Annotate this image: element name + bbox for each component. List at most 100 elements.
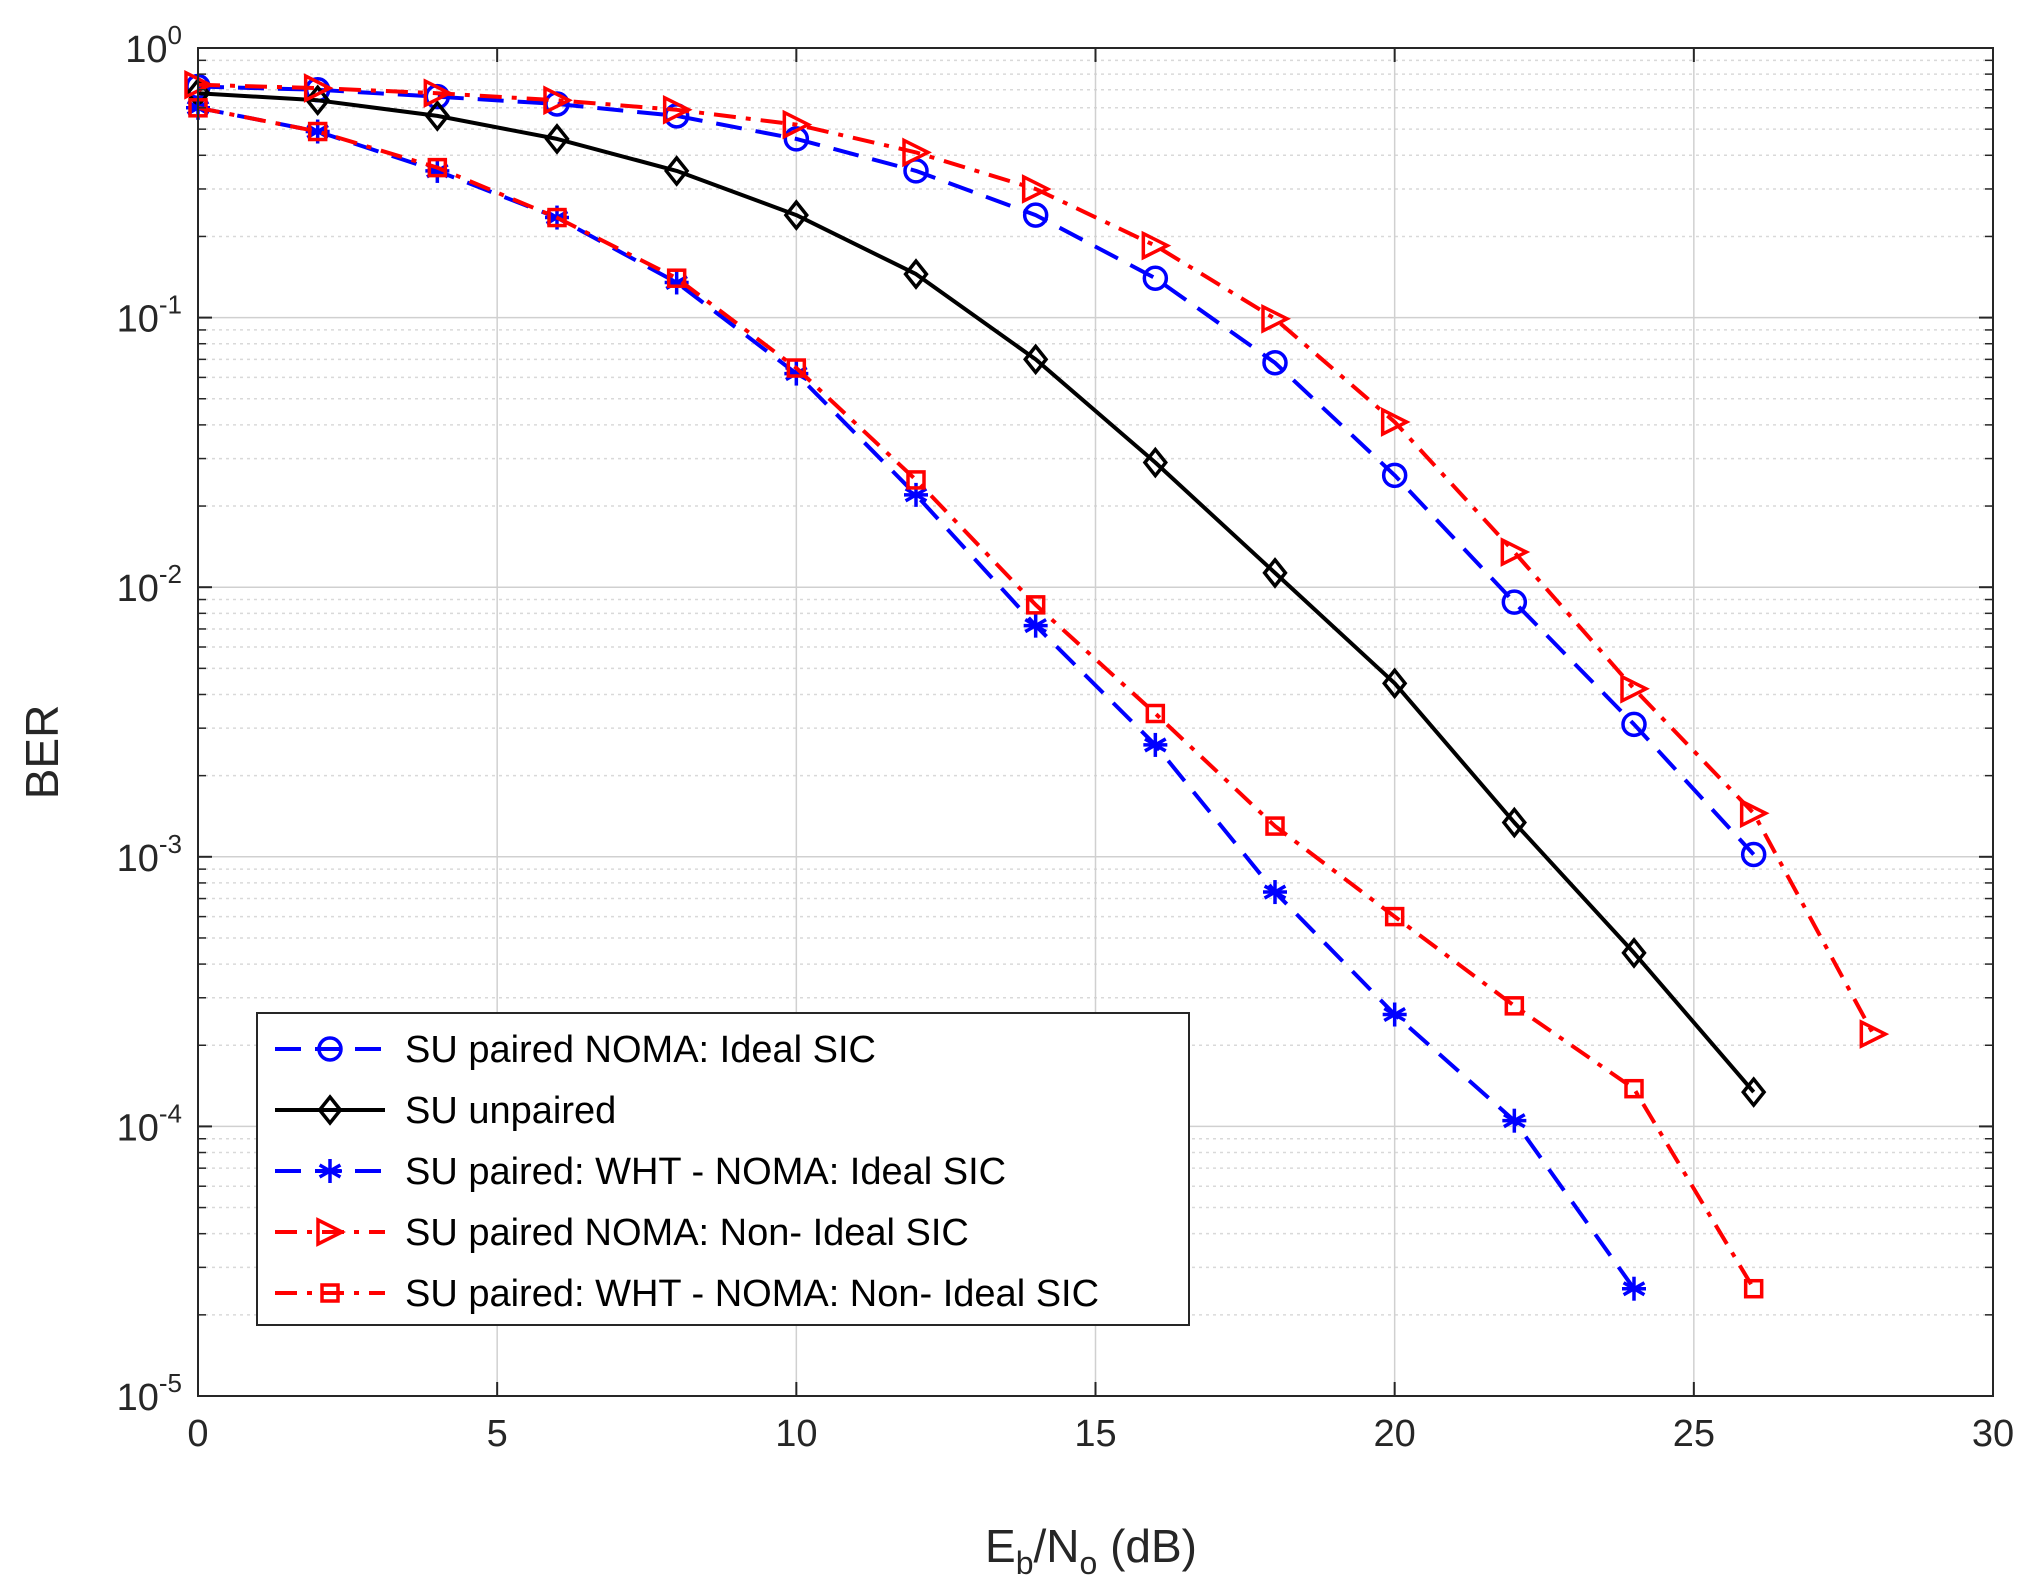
legend-label: SU paired: WHT - NOMA: Ideal SIC (405, 1151, 1006, 1193)
data-point (307, 121, 328, 142)
legend-label: SU paired NOMA: Non- Ideal SIC (405, 1212, 969, 1254)
y-tick-base: 10 (125, 29, 167, 71)
data-point (783, 199, 809, 231)
data-point (783, 126, 810, 152)
data-point (1624, 1078, 1644, 1099)
data-point (1504, 996, 1525, 1016)
series-line (197, 82, 1876, 1036)
y-tick-label: 10-2 (117, 559, 182, 610)
data-point (1502, 1108, 1527, 1133)
x-label-base: E (985, 1520, 1016, 1572)
data-point (1740, 841, 1767, 868)
data-point (1141, 230, 1172, 261)
y-tick-base: 10 (117, 838, 159, 880)
data-point (1500, 537, 1531, 567)
x-label-tail: (dB) (1097, 1520, 1197, 1572)
data-point (1743, 1278, 1764, 1299)
data-point (1501, 589, 1528, 615)
legend-marker (318, 1159, 342, 1183)
data-point (547, 207, 567, 228)
data-point (902, 137, 932, 168)
legend-entry: SU unpaired (275, 1090, 616, 1132)
data-point (1023, 343, 1049, 376)
y-tick-label: 100 (125, 20, 182, 71)
data-point (1622, 1276, 1646, 1301)
legend-marker (320, 1283, 340, 1303)
data-point (1025, 595, 1046, 615)
data-point (782, 109, 813, 140)
data-point (1382, 1002, 1407, 1027)
y-tick-label: 10-1 (117, 290, 182, 341)
tick-marks (197, 47, 1994, 1397)
y-tick-base: 10 (117, 1107, 159, 1149)
x-tick-label: 25 (1673, 1413, 1715, 1455)
data-point (1142, 446, 1168, 479)
data-point (666, 268, 687, 288)
data-point (424, 100, 450, 132)
data-point (1501, 806, 1527, 839)
y-axis-label: BER (16, 705, 68, 800)
data-point (1023, 613, 1048, 638)
x-label-sub2: o (1080, 1545, 1098, 1581)
x-label-mid: /N (1034, 1520, 1080, 1572)
data-point (427, 157, 448, 178)
legend-marker (317, 1036, 343, 1062)
data-point (786, 358, 807, 378)
y-tick-exponent: -2 (159, 559, 182, 589)
data-point (1262, 350, 1288, 376)
legend-label: SU paired NOMA: Ideal SIC (405, 1029, 876, 1071)
legend: SU paired NOMA: Ideal SIC SU unpaired SU p… (256, 1012, 1190, 1326)
y-tick-label: 10-5 (117, 1368, 182, 1419)
data-point (1741, 1076, 1767, 1108)
legend-entry: SU paired: WHT - NOMA: Non- Ideal SIC (275, 1273, 1099, 1315)
data-point (1262, 557, 1288, 589)
data-point (544, 123, 570, 155)
series-layer (184, 70, 1890, 1301)
legend-entry: SU paired NOMA: Ideal SIC (275, 1029, 876, 1071)
series-5 (188, 98, 1764, 1299)
x-label-sub1: b (1016, 1545, 1034, 1581)
x-tick-labels: 0 5 10 15 20 25 30 (187, 1413, 2014, 1455)
y-tick-base: 10 (117, 1377, 159, 1419)
y-tick-exponent: 0 (168, 20, 182, 50)
data-point (1263, 880, 1287, 905)
data-point (903, 258, 929, 290)
legend-marker (317, 1094, 343, 1126)
legend-entry: SU paired: WHT - NOMA: Ideal SIC (275, 1151, 1006, 1193)
data-point (662, 94, 693, 125)
data-point (664, 155, 690, 187)
data-point (1859, 1019, 1890, 1049)
series-line (197, 105, 1756, 1290)
x-tick-label: 5 (487, 1413, 508, 1455)
x-tick-label: 20 (1374, 1413, 1416, 1455)
data-point (303, 73, 334, 103)
y-tick-label: 10-4 (117, 1098, 182, 1149)
data-point (1142, 265, 1169, 291)
y-tick-exponent: -1 (159, 290, 182, 320)
y-tick-base: 10 (117, 299, 159, 341)
legend-marker (316, 1217, 346, 1247)
legend-entry: SU paired NOMA: Non- Ideal SIC (275, 1212, 969, 1254)
data-point (904, 482, 928, 507)
series-line (197, 91, 1756, 1094)
data-point (1261, 303, 1291, 334)
data-point (1621, 711, 1647, 738)
y-tick-exponent: -4 (159, 1098, 182, 1128)
data-point (1382, 667, 1408, 700)
y-tick-base: 10 (117, 568, 159, 610)
series-4 (184, 70, 1890, 1049)
series-line (197, 84, 1756, 856)
data-point (543, 85, 573, 116)
data-point (1143, 732, 1168, 757)
y-tick-exponent: -5 (159, 1368, 182, 1398)
x-tick-label: 15 (1074, 1413, 1116, 1455)
data-point (1621, 937, 1647, 969)
data-point (906, 470, 926, 490)
data-point (1620, 673, 1650, 704)
data-point (1739, 798, 1770, 829)
data-point (1021, 174, 1052, 204)
data-point (1381, 462, 1408, 489)
series-2 (185, 77, 1767, 1108)
data-point (423, 78, 454, 108)
